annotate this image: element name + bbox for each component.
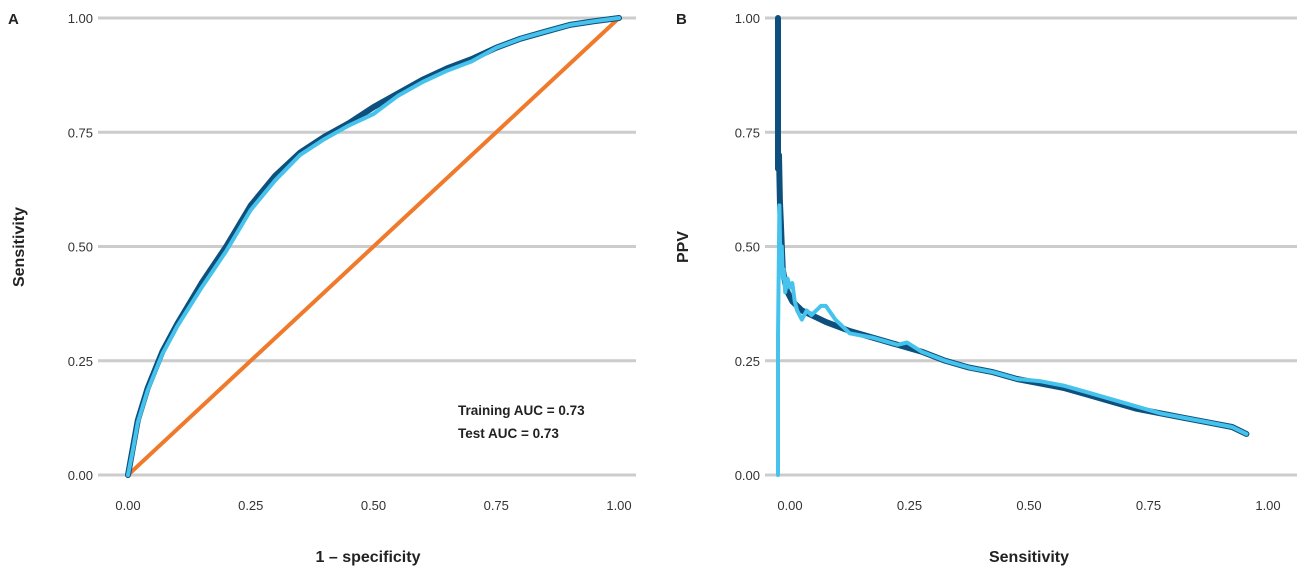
y-tick-label: 0.25 [735, 354, 760, 369]
x-tick-label: 0.00 [115, 498, 140, 513]
ppv-series [775, 15, 1250, 477]
x-tick-label: 0.75 [1136, 498, 1161, 513]
x-tick-label: 0.25 [897, 498, 922, 513]
x-tick-label: 0.00 [777, 498, 802, 513]
ppv-y-tick-labels: 0.00 0.25 0.50 0.75 1.00 [735, 11, 760, 483]
test-curve [126, 16, 621, 477]
ppv-panel: B 0.00 0.25 0.50 0.75 1.00 0.00 0.25 0.50 0.75 1… [675, 11, 1297, 566]
ppv-gridlines [765, 16, 1297, 477]
ppv-x-tick-labels: 0.00 0.25 0.50 0.75 1.00 [777, 498, 1280, 513]
test-curve [776, 203, 1249, 477]
panel-b-letter: B [676, 11, 687, 28]
y-tick-label: 1.00 [68, 11, 93, 26]
test-auc-annotation: Test AUC = 0.73 [458, 426, 559, 441]
reference-curve [126, 16, 621, 477]
roc-y-axis-title: Sensitivity [11, 207, 28, 287]
y-tick-label: 0.00 [68, 468, 93, 483]
roc-x-tick-labels: 0.00 0.25 0.50 0.75 1.00 [115, 498, 631, 513]
x-tick-label: 0.50 [1016, 498, 1041, 513]
x-tick-label: 1.00 [1255, 498, 1280, 513]
y-tick-label: 0.75 [735, 125, 760, 140]
panel-a-letter: A [8, 11, 19, 28]
y-tick-label: 0.75 [68, 125, 93, 140]
training-auc-annotation: Training AUC = 0.73 [458, 403, 585, 418]
training-curve [775, 15, 1250, 437]
roc-series [125, 15, 622, 478]
y-tick-label: 0.50 [735, 240, 760, 255]
x-tick-label: 0.50 [361, 498, 386, 513]
ppv-y-axis-title: PPV [675, 231, 692, 263]
roc-panel: A 0.00 0.25 0.50 0.75 1.00 0.00 0.25 0.50 0.75 1… [8, 11, 636, 566]
ppv-x-axis-title: Sensitivity [989, 549, 1069, 566]
y-tick-label: 1.00 [735, 11, 760, 26]
x-tick-label: 0.75 [484, 498, 509, 513]
roc-y-tick-labels: 0.00 0.25 0.50 0.75 1.00 [68, 11, 93, 483]
roc-gridlines [98, 16, 636, 477]
y-tick-label: 0.50 [68, 240, 93, 255]
y-tick-label: 0.25 [68, 354, 93, 369]
roc-x-axis-title: 1 – specificity [316, 549, 421, 566]
x-tick-label: 1.00 [606, 498, 631, 513]
y-tick-label: 0.00 [735, 468, 760, 483]
x-tick-label: 0.25 [238, 498, 263, 513]
